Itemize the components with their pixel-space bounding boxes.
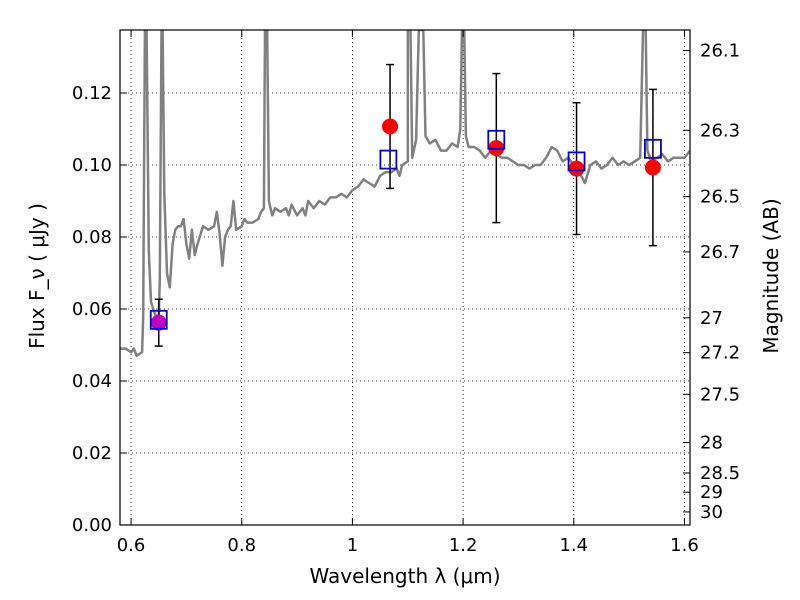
model-point xyxy=(379,149,398,170)
x-tick-label: 0.6 xyxy=(117,535,146,556)
y-tick-label: 0.00 xyxy=(72,515,112,536)
x-axis-label: Wavelength λ (μm) xyxy=(309,564,500,588)
observed-point xyxy=(644,159,661,176)
axes xyxy=(119,29,691,526)
y2-tick-label: 26.3 xyxy=(700,120,740,141)
model-point xyxy=(487,129,506,150)
model-point xyxy=(644,138,662,159)
spectrum-series xyxy=(120,30,690,358)
x-tick-label: 1.2 xyxy=(449,535,478,556)
y-tick-label: 0.08 xyxy=(72,227,112,248)
y-tick-label: 0.10 xyxy=(72,155,112,176)
x-tick-label: 1.4 xyxy=(559,535,588,556)
y-tick-label: 0.12 xyxy=(72,83,112,104)
y2-tick-label: 27 xyxy=(700,308,723,329)
y2-tick-label: 27.2 xyxy=(700,343,740,364)
grid-lines xyxy=(120,30,690,526)
y2-tick-label: 26.1 xyxy=(700,40,740,61)
y2-tick-label: 30 xyxy=(700,502,723,523)
x-tick-label: 1.6 xyxy=(670,535,699,556)
model-points xyxy=(149,129,662,330)
y2-axis-label: Magnitude (AB) xyxy=(759,198,783,353)
x-tick-label: 0.8 xyxy=(227,535,256,556)
error-bars xyxy=(154,63,657,347)
y2-tick-label: 29 xyxy=(700,482,723,503)
observed-point xyxy=(382,118,399,135)
y2-tick-label: 26.7 xyxy=(700,242,740,263)
observed-point xyxy=(568,160,585,177)
spectrum-line xyxy=(120,30,690,358)
ticks: 0.6 0.8 1 1.2 1.4 1.6 0.00 0.02 0.04 0.06 0.08 0.10… xyxy=(72,30,740,556)
y-tick-label: 0.06 xyxy=(72,299,112,320)
model-point xyxy=(149,309,168,330)
y-tick-label: 0.02 xyxy=(72,443,112,464)
y-axis-label: Flux F_ν ( μJy ) xyxy=(25,203,49,349)
plot-frame xyxy=(119,29,691,526)
x-tick-label: 1 xyxy=(347,535,358,556)
y2-tick-label: 27.5 xyxy=(700,384,740,405)
y2-tick-label: 28 xyxy=(700,433,723,454)
model-point xyxy=(567,151,586,172)
y-tick-label: 0.04 xyxy=(72,371,112,392)
y2-tick-label: 26.5 xyxy=(700,187,740,208)
observed-points xyxy=(150,118,661,331)
y2-tick-label: 28.5 xyxy=(700,463,740,484)
